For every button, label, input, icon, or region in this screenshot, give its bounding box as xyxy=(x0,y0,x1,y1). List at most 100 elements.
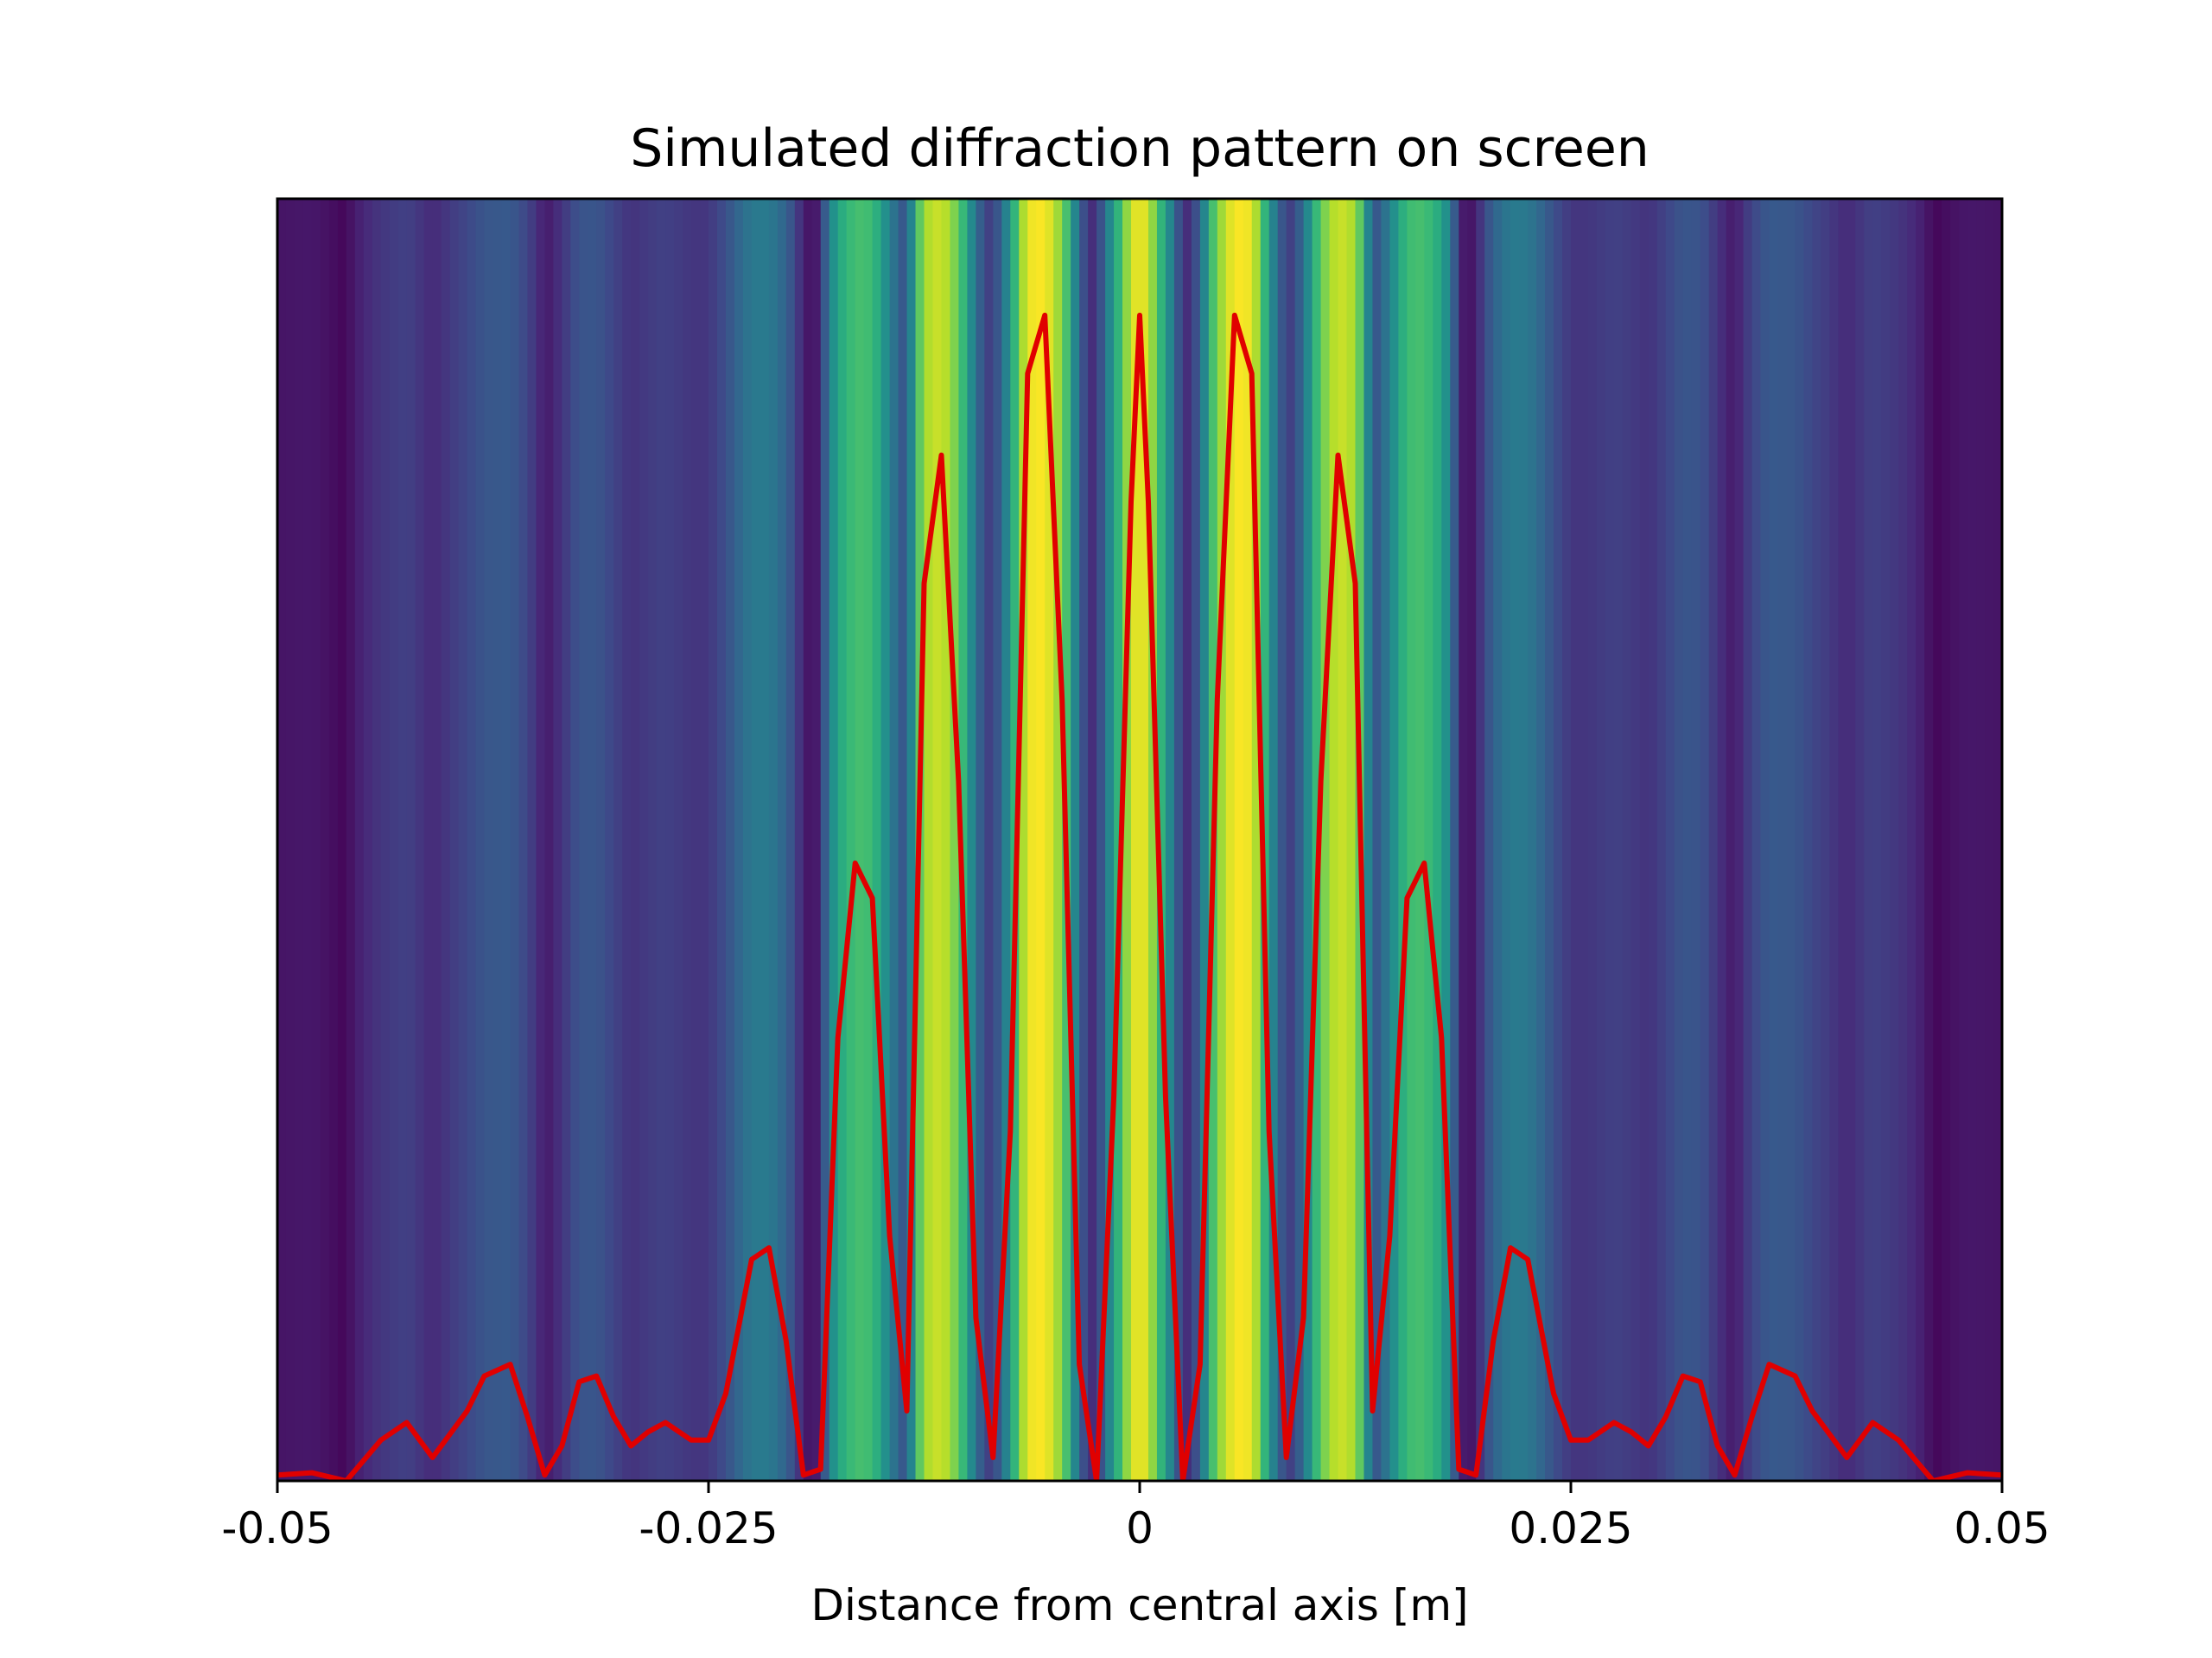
heatmap-stripe xyxy=(1027,199,1038,1481)
heatmap-stripe xyxy=(432,199,442,1481)
heatmap-stripe xyxy=(346,199,356,1481)
heatmap-stripe xyxy=(380,199,391,1481)
heatmap-stripe xyxy=(579,199,589,1481)
heatmap-stripe xyxy=(829,199,839,1481)
heatmap-stripe xyxy=(484,199,494,1481)
heatmap-stripe xyxy=(1786,199,1796,1481)
heatmap-stripe xyxy=(1329,199,1339,1481)
heatmap-stripe xyxy=(518,199,529,1481)
heatmap-stripe xyxy=(700,199,709,1481)
heatmap-stripe xyxy=(372,199,382,1481)
heatmap-stripe xyxy=(984,199,995,1481)
heatmap-stripe xyxy=(1700,199,1710,1481)
heatmap-stripe xyxy=(1131,199,1141,1481)
heatmap-stripe xyxy=(1656,199,1667,1481)
heatmap-stripe xyxy=(285,199,296,1481)
heatmap-stripe xyxy=(1717,199,1727,1481)
heatmap-stripe xyxy=(1105,199,1115,1481)
heatmap-stripe xyxy=(1114,199,1123,1481)
heatmap-stripe xyxy=(441,199,451,1481)
heatmap-stripe xyxy=(777,199,787,1481)
heatmap-stripe xyxy=(1933,199,1942,1481)
heatmap-stripe xyxy=(1001,199,1012,1481)
heatmap-stripe xyxy=(863,199,874,1481)
heatmap-stripe xyxy=(1881,199,1891,1481)
x-tick-label: 0.05 xyxy=(1954,1503,2050,1553)
heatmap-stripe xyxy=(1777,199,1788,1481)
heatmap-stripe xyxy=(354,199,365,1481)
heatmap-stripe xyxy=(475,199,486,1481)
heatmap-stripe xyxy=(1320,199,1331,1481)
heatmap-stripe xyxy=(510,199,520,1481)
heatmap-stripe xyxy=(1036,199,1046,1481)
heatmap-stripe xyxy=(1579,199,1589,1481)
heatmap-stripe xyxy=(837,199,848,1481)
heatmap-stripe xyxy=(725,199,735,1481)
heatmap-stripe xyxy=(1381,199,1391,1481)
heatmap-stripe xyxy=(1795,199,1805,1481)
heatmap-stripe xyxy=(588,199,598,1481)
x-tick-label: 0 xyxy=(1126,1503,1154,1553)
heatmap-stripe xyxy=(1389,199,1400,1481)
heatmap-stripe xyxy=(1682,199,1693,1481)
heatmap-stripe xyxy=(1363,199,1374,1481)
heatmap-stripe xyxy=(1674,199,1684,1481)
heatmap-stripe xyxy=(889,199,899,1481)
heatmap-stripe xyxy=(820,199,830,1481)
heatmap-stripe xyxy=(1147,199,1158,1481)
heatmap-stripe xyxy=(1053,199,1063,1481)
heatmap-stripe xyxy=(1122,199,1132,1481)
heatmap-stripe xyxy=(734,199,744,1481)
heatmap-stripe xyxy=(785,199,796,1481)
heatmap-stripe xyxy=(691,199,701,1481)
heatmap-stripe xyxy=(709,199,718,1481)
heatmap-stripe xyxy=(760,199,770,1481)
heatmap-stripe xyxy=(536,199,546,1481)
heatmap-stripe xyxy=(527,199,537,1481)
heatmap-stripe xyxy=(1864,199,1874,1481)
heatmap-stripe xyxy=(1855,199,1866,1481)
heatmap-stripe xyxy=(1829,199,1840,1481)
heatmap-stripe xyxy=(1415,199,1426,1481)
heatmap-stripe xyxy=(1907,199,1916,1481)
heatmap-stripe xyxy=(1260,199,1270,1481)
heatmap-stripe xyxy=(277,199,287,1481)
intensity-curve-layer xyxy=(277,312,2002,1481)
heatmap-stripe xyxy=(932,199,943,1481)
heatmap-stripe xyxy=(665,199,675,1481)
heatmap-stripe xyxy=(941,199,951,1481)
heatmap-stripe xyxy=(1277,199,1287,1481)
heatmap-stripe xyxy=(1510,199,1520,1481)
heatmap-stripe xyxy=(993,199,1003,1481)
heatmap-stripe xyxy=(406,199,416,1481)
heatmap-stripe xyxy=(657,199,666,1481)
heatmap-stripe xyxy=(1639,199,1649,1481)
heatmap-stripe xyxy=(1019,199,1029,1481)
heatmap-stripe xyxy=(1967,199,1977,1481)
heatmap-stripe xyxy=(803,199,813,1481)
x-tick-label: 0.025 xyxy=(1509,1503,1632,1553)
heatmap-stripe xyxy=(1847,199,1857,1481)
heatmap-stripe xyxy=(1045,199,1054,1481)
heatmap-stripe xyxy=(1648,199,1658,1481)
heatmap-stripe xyxy=(1484,199,1494,1481)
heatmap-stripe xyxy=(467,199,477,1481)
heatmap-stripe xyxy=(1424,199,1434,1481)
heatmap-stripe xyxy=(1502,199,1511,1481)
heatmap-stripe xyxy=(1493,199,1503,1481)
heatmap-stripe xyxy=(1985,199,1994,1481)
heatmap-stripe xyxy=(1407,199,1417,1481)
heatmap-stripe xyxy=(1294,199,1305,1481)
heatmap-stripe xyxy=(1587,199,1598,1481)
heatmap-stripe xyxy=(1812,199,1822,1481)
heatmap-stripe xyxy=(1243,199,1253,1481)
heatmap-stripe xyxy=(751,199,761,1481)
heatmap-stripe xyxy=(1398,199,1408,1481)
heatmap-stripe xyxy=(1605,199,1615,1481)
heatmap-stripe xyxy=(1622,199,1632,1481)
heatmap-stripe xyxy=(1217,199,1227,1481)
heatmap-stripe xyxy=(1821,199,1831,1481)
heatmap-stripe xyxy=(1743,199,1753,1481)
heatmap-stripe xyxy=(1554,199,1563,1481)
x-axis: -0.05 -0.025 0 0.025 0.05 xyxy=(221,1481,2050,1553)
